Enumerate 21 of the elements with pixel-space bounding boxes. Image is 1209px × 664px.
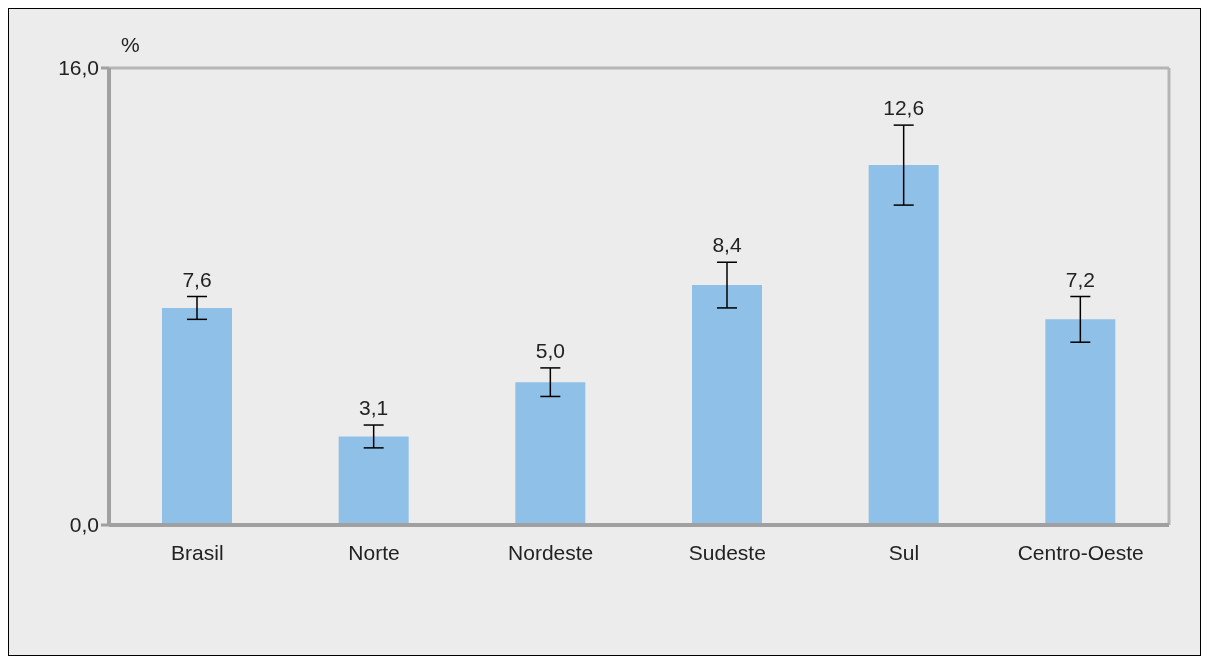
data-label: 3,1 — [359, 396, 389, 420]
data-label: 7,6 — [182, 267, 212, 291]
y-tick-label: 16,0 — [58, 56, 99, 80]
bar — [515, 382, 586, 525]
data-label: 12,6 — [883, 96, 925, 120]
y-axis-title: % — [121, 33, 140, 57]
data-label: 7,2 — [1065, 267, 1095, 291]
bar — [338, 436, 409, 525]
bar — [692, 285, 762, 525]
x-tick-label: Centro-Oeste — [1017, 540, 1144, 564]
x-tick-label: Nordeste — [508, 540, 594, 564]
x-tick-label: Sul — [888, 540, 920, 564]
x-tick-label: Sudeste — [688, 540, 766, 564]
x-tick-label: Brasil — [171, 540, 224, 564]
x-tick-label: Norte — [348, 540, 400, 564]
y-tick-label: 0,0 — [69, 513, 99, 537]
bar — [868, 165, 939, 525]
bar — [1045, 319, 1116, 525]
data-label: 8,4 — [712, 233, 742, 257]
bar — [162, 307, 232, 525]
data-label: 5,0 — [535, 338, 565, 362]
